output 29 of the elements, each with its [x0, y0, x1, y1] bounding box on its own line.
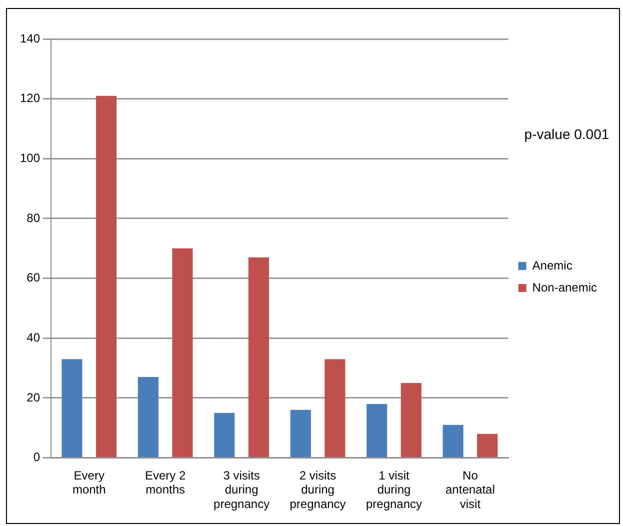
bar — [324, 359, 346, 458]
x-tick-label: Every 2 months — [145, 468, 186, 497]
y-tick-label: 0 — [33, 450, 40, 464]
y-tick-label: 100 — [20, 150, 40, 165]
y-tick-label: 40 — [26, 330, 40, 344]
y-tick-label: 60 — [26, 270, 40, 285]
bar — [477, 434, 498, 458]
bar — [248, 257, 269, 458]
y-tick-label: 80 — [26, 210, 40, 225]
y-tick-label: 120 — [20, 91, 40, 106]
bar — [214, 412, 235, 458]
legend-label: Non-anemic — [532, 280, 598, 294]
bar — [62, 359, 82, 458]
x-tick-label: 2 visits during pregnancy — [290, 468, 346, 512]
x-tick-label: 1 visit during pregnancy — [366, 468, 422, 512]
legend-label: Anemic — [532, 258, 572, 272]
text: p-value 0.001 — [524, 126, 610, 142]
x-tick-label: No antenatal visit — [446, 468, 495, 512]
y-tick-label: 140 — [20, 31, 40, 46]
bar — [172, 248, 193, 458]
bar — [138, 377, 158, 458]
y-tick-label: 20 — [26, 390, 40, 404]
bar — [442, 424, 464, 458]
x-tick-label: 3 visits during pregnancy — [214, 468, 270, 512]
bar — [366, 404, 388, 458]
bar — [96, 96, 117, 458]
bar — [290, 410, 311, 458]
bar — [400, 383, 422, 458]
x-tick-label: Every month — [72, 468, 106, 497]
